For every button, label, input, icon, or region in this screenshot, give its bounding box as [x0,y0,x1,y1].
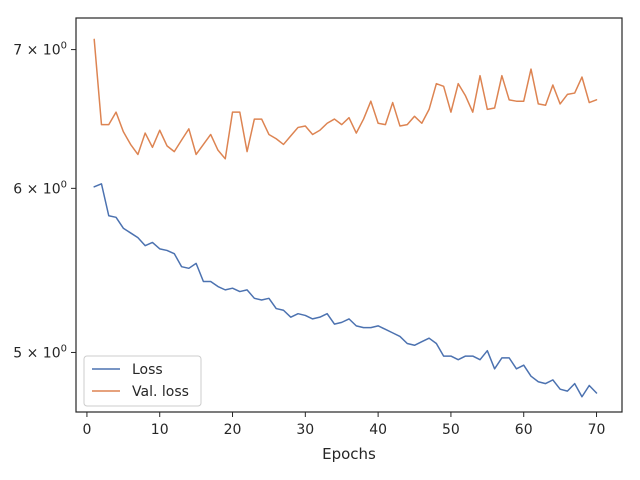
legend-label-loss: Loss [132,362,163,378]
series-line-loss [93,183,598,398]
legend: Loss Val. loss [83,355,202,407]
y-tick-label: 6 × 100 [13,179,67,197]
x-tick-label: 10 [151,422,169,438]
legend-label-val-loss: Val. loss [132,384,189,400]
x-axis-ticks: 0 10 20 30 40 50 60 70 [82,412,605,438]
x-tick-label: 70 [588,422,606,438]
x-tick-label: 30 [296,422,314,438]
y-axis-ticks: 5 × 100 6 × 100 7 × 100 [13,41,76,361]
x-tick-label: 50 [442,422,460,438]
series-lines [93,38,598,398]
series-line-val-loss [93,38,598,160]
y-tick-label: 7 × 100 [13,41,67,59]
x-tick-label: 20 [224,422,242,438]
plot-area [75,17,623,413]
x-axis-label: Epochs [322,445,376,463]
x-tick-label: 40 [369,422,387,438]
y-tick-label: 5 × 100 [13,343,67,361]
x-tick-label: 60 [515,422,533,438]
x-tick-label: 0 [82,422,91,438]
